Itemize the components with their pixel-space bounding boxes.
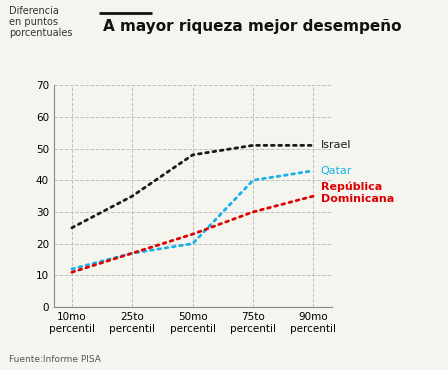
Text: Qatar: Qatar xyxy=(321,166,352,176)
Text: República
Dominicana: República Dominicana xyxy=(321,182,394,204)
Text: en puntos: en puntos xyxy=(9,17,58,27)
Text: Fuente:Informe PISA: Fuente:Informe PISA xyxy=(9,356,101,364)
Text: porcentuales: porcentuales xyxy=(9,28,73,38)
Text: A mayor riqueza mejor desempeño: A mayor riqueza mejor desempeño xyxy=(103,18,401,34)
Text: Israel: Israel xyxy=(321,140,351,150)
Text: Diferencia: Diferencia xyxy=(9,6,59,16)
